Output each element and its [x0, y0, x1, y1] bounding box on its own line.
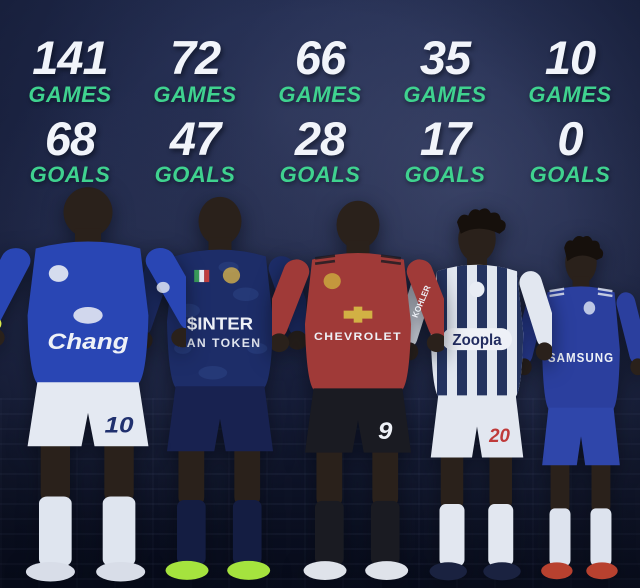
boots [429, 562, 521, 581]
goals-count: 68 [44, 111, 96, 165]
premier-league-badge [156, 281, 170, 294]
player-chelsea-figure: SAMSUNG [518, 236, 640, 580]
jersey-sponsor-text-line2: FAN TOKEN [179, 336, 262, 350]
player-west-brom-figure: Zoopla 20 [402, 208, 552, 581]
chelsea-crest [583, 301, 596, 315]
stat-column-inter: 72 GAMES 47 GOALS [149, 31, 241, 188]
goals-count: 0 [557, 111, 583, 165]
socks [177, 499, 262, 565]
player-man-united-figure: CHEVROLET KOHLER 9 [272, 200, 444, 580]
shorts-number: 20 [488, 426, 510, 447]
player-west-brom: Zoopla 20 [402, 204, 552, 588]
braided-hair [564, 236, 604, 262]
west-brom-crest [469, 281, 485, 298]
games-label: GAMES [28, 81, 112, 107]
dreadlocks-hair [457, 208, 506, 234]
goals-count: 28 [294, 111, 346, 165]
player-inter-figure: $INTER FAN TOKEN [134, 196, 306, 580]
shorts [542, 407, 620, 466]
games-label: GAMES [153, 81, 237, 107]
games-count: 72 [169, 31, 221, 84]
player-manchester-united: CHEVROLET KOHLER 9 [272, 190, 444, 588]
player-everton-figure: Chang 10 [0, 187, 186, 582]
scudetto-patch [194, 269, 210, 283]
adidas-shoulder-stripes [549, 287, 613, 298]
svg-text:20: 20 [488, 426, 510, 447]
everton-crest [48, 265, 69, 282]
jersey-sponsor-text-group: Zoopla [452, 332, 502, 349]
player-inter-milan: $INTER FAN TOKEN [134, 186, 306, 588]
shorts [27, 382, 149, 447]
goals-label: GOALS [154, 162, 236, 188]
games-count: 10 [544, 31, 596, 84]
shorts-number: 9 [378, 418, 392, 445]
shorts [304, 388, 412, 453]
games-label: GAMES [528, 81, 612, 107]
stat-column-man-united: 66 GAMES 28 GOALS [274, 31, 366, 188]
adidas-shoulder-stripes [314, 254, 402, 265]
goals-count: 47 [169, 111, 221, 165]
jersey-arms [0, 248, 186, 332]
jersey-torso [166, 249, 274, 389]
goals-label: GOALS [404, 162, 486, 188]
boots [165, 560, 271, 580]
socks [315, 500, 400, 566]
socks [439, 504, 514, 567]
boots [541, 562, 618, 580]
games-count: 66 [294, 31, 346, 84]
games-count: 35 [419, 31, 471, 84]
games-count: 141 [32, 31, 108, 84]
sponsor-band [442, 328, 512, 351]
inter-crest [222, 267, 241, 284]
chevrolet-bowtie-logo [343, 306, 373, 323]
games-label: GAMES [278, 81, 362, 107]
jersey-torso [542, 286, 620, 410]
player-chelsea: SAMSUNG [518, 230, 640, 588]
socks [39, 496, 136, 567]
games-label: GAMES [403, 81, 487, 107]
jersey-sponsor-text: CHEVROLET [314, 330, 402, 343]
skin-head [272, 200, 444, 353]
goals-label: GOALS [529, 162, 611, 188]
wristband [0, 319, 2, 328]
goals-label: GOALS [29, 162, 111, 188]
stat-column-everton: 141 GAMES 68 GOALS [24, 31, 116, 188]
player-everton: Chang 10 [0, 176, 186, 588]
shorts [166, 386, 274, 452]
stats-row: 141 GAMES 68 GOALS 72 GAMES 47 GOALS 66 … [0, 31, 640, 188]
goals-count: 17 [419, 111, 471, 165]
man-united-crest [323, 273, 341, 290]
svg-text:10: 10 [105, 413, 135, 438]
skin-head [0, 187, 186, 348]
boots [25, 561, 146, 582]
jersey-arms [272, 259, 444, 339]
shorts [430, 395, 524, 458]
stat-column-chelsea: 10 GAMES 0 GOALS [524, 31, 616, 188]
jersey-sponsor-text: Chang [47, 329, 128, 354]
socks [549, 508, 612, 566]
sponsor-emblem [73, 306, 103, 324]
jersey-sponsor-text: Zoopla [452, 332, 502, 349]
goals-label: GOALS [279, 162, 361, 188]
stat-column-west-brom: 35 GAMES 17 GOALS [399, 31, 491, 188]
shorts-number: 10 [105, 413, 135, 438]
jersey-sponsor-text: $INTER [187, 314, 253, 333]
boots [303, 561, 409, 580]
svg-text:9: 9 [378, 418, 392, 445]
jersey-sponsor-text: SAMSUNG [548, 350, 614, 365]
